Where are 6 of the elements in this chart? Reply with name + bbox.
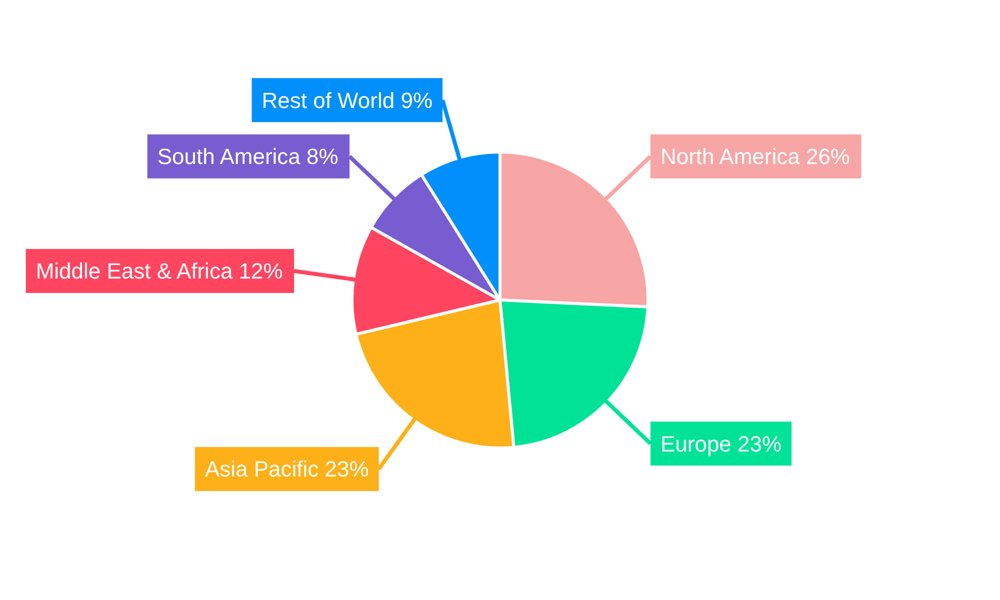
slice-label: Europe 23% <box>660 431 782 456</box>
slice-label: Rest of World 9% <box>262 88 433 113</box>
slice-label: North America 26% <box>660 144 850 170</box>
slice-label: South America 8% <box>157 144 338 170</box>
slice-label: Asia Pacific 23% <box>204 456 369 482</box>
slice-label: Middle East & Africa 12% <box>36 258 283 284</box>
